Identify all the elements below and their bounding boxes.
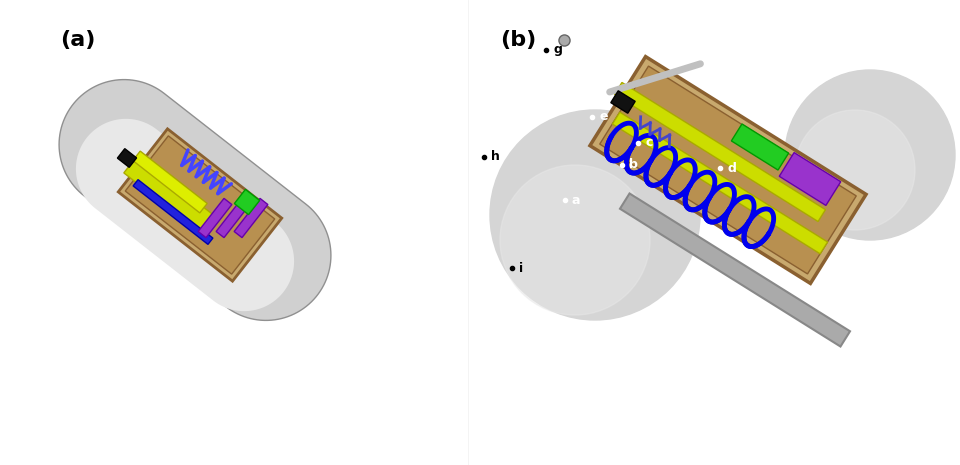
Polygon shape [132,151,207,213]
Text: a: a [572,193,581,206]
Text: (a): (a) [60,30,95,50]
Polygon shape [124,156,216,234]
Circle shape [795,110,915,230]
Polygon shape [117,149,136,167]
Polygon shape [611,91,636,113]
Circle shape [490,110,700,320]
Polygon shape [125,136,275,274]
Circle shape [500,165,650,315]
Polygon shape [590,57,866,283]
Polygon shape [780,153,841,206]
Polygon shape [118,129,281,281]
Polygon shape [234,199,268,238]
Text: h: h [491,151,500,164]
Text: d: d [727,161,736,174]
Text: (b): (b) [500,30,537,50]
Text: g: g [553,44,562,57]
Polygon shape [234,189,259,215]
Text: c: c [645,137,653,150]
Polygon shape [732,124,788,170]
Polygon shape [198,199,232,238]
Polygon shape [614,82,826,221]
Text: i: i [519,261,523,274]
Polygon shape [600,66,856,274]
Polygon shape [612,112,828,254]
Text: f: f [573,80,579,93]
Circle shape [785,70,955,240]
Text: b: b [629,159,637,172]
Polygon shape [76,119,294,311]
Polygon shape [216,199,250,238]
Text: e: e [599,111,608,124]
Polygon shape [60,80,331,320]
Polygon shape [133,179,213,245]
Polygon shape [620,193,850,346]
